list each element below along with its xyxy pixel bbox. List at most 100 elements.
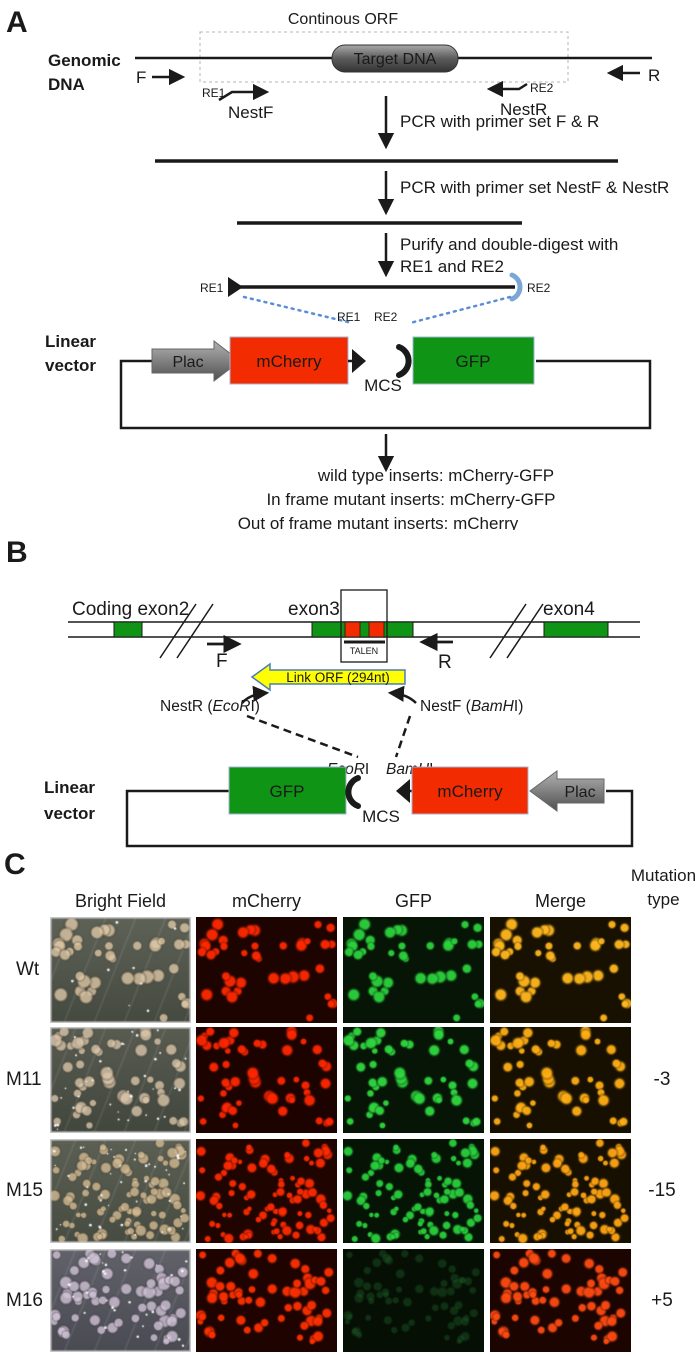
digested-fragment: RE1 RE2 xyxy=(200,272,551,302)
link-orf-label: Link ORF (294nt) xyxy=(286,670,390,685)
mcs-right-arrowhead-b xyxy=(396,779,410,803)
purify-label-2: RE1 and RE2 xyxy=(400,257,504,276)
genomic-dna-label-1: Genomic xyxy=(48,51,121,70)
vector-backbone-outline xyxy=(119,359,652,430)
mcs-label: MCS xyxy=(364,376,402,395)
plac-promoter-arrow: Plac xyxy=(151,339,241,383)
exon3-box xyxy=(311,621,414,638)
result-line-1: wild type inserts: mCherry-GFP xyxy=(317,466,554,485)
microscopy-image-m15-merge xyxy=(490,1139,631,1243)
microscopy-image-m11-merge xyxy=(490,1027,631,1133)
re2-site-label: RE2 xyxy=(530,81,554,95)
plac-label: Plac xyxy=(172,354,203,371)
sample-row-label: M11 xyxy=(6,1069,42,1090)
f-primer-label: F xyxy=(136,68,146,87)
microscopy-image-m15-gfp xyxy=(343,1139,484,1243)
nestf-bent-arrow xyxy=(387,685,417,704)
plac-promoter-arrow-b: Plac xyxy=(529,770,605,812)
break-slash xyxy=(176,603,214,659)
linear-vector-label-1: Linear xyxy=(45,332,96,351)
mcs-re2-label: RE2 xyxy=(374,310,398,324)
mutation-type-header-2: type xyxy=(647,890,680,909)
nestf-primer-arrow xyxy=(218,83,270,102)
microscopy-image-m16-merge xyxy=(490,1249,631,1352)
f-primer-label-b: F xyxy=(216,651,228,672)
genomic-locus-track: Coding exon2 F exon3 TALEN R exon4 xyxy=(68,589,640,673)
exon4-label: exon4 xyxy=(543,599,595,620)
r-primer-label-b: R xyxy=(438,652,452,673)
microscopy-image-m16-mcherry xyxy=(196,1249,337,1352)
coding-exon2-label: Coding exon2 xyxy=(72,599,189,620)
nestf-bamhi-label: NestF (BamHI) xyxy=(420,698,523,715)
column-header-bright-field: Bright Field xyxy=(74,891,167,911)
result-line-2: In frame mutant inserts: mCherry-GFP xyxy=(266,490,555,509)
exon2-box xyxy=(113,621,143,638)
mcherry-label-b: mCherry xyxy=(437,782,503,801)
break-slash xyxy=(159,603,197,659)
target-dna-label: Target DNA xyxy=(354,51,437,68)
talen-label: TALEN xyxy=(350,646,378,656)
column-header-mcherry: mCherry xyxy=(231,891,301,911)
microscopy-image-m15-bf xyxy=(50,1139,191,1243)
nestr-primer-arrow xyxy=(486,80,528,98)
plac-label-b: Plac xyxy=(564,784,595,801)
link-orf-arrow: Link ORF (294nt) xyxy=(250,662,406,692)
target-dna-box: Target DNA xyxy=(331,44,459,73)
continuous-orf-label: Continous ORF xyxy=(288,11,398,28)
fragment-re2-end xyxy=(509,272,523,302)
mutation-type-header-1: Mutation xyxy=(630,866,697,885)
panel-c-label: C xyxy=(4,848,26,881)
nestf-label: NestF xyxy=(228,103,273,122)
mcherry-gene-box: mCherry xyxy=(229,336,349,385)
column-header-merge: Merge xyxy=(534,891,587,911)
ligation-dotted-line-left xyxy=(242,295,354,325)
cloning-dashed-line-right xyxy=(394,715,412,758)
genomic-dna-label-2: DNA xyxy=(48,75,85,94)
mcherry-label: mCherry xyxy=(256,352,322,371)
nestr-bent-arrow xyxy=(241,685,270,704)
microscopy-image-m16-gfp xyxy=(343,1249,484,1352)
sample-row-label: M16 xyxy=(6,1289,43,1311)
mutation-type-value: -3 xyxy=(653,1069,671,1090)
talen-target-site xyxy=(368,621,385,638)
microscopy-image-wt-bf xyxy=(50,917,191,1023)
result-line-3: Out of frame mutant inserts: mCherry xyxy=(238,514,519,530)
microscopy-image-m11-bf xyxy=(50,1027,191,1133)
break-slash xyxy=(489,603,527,659)
talen-region-box xyxy=(340,589,388,663)
purify-label-1: Purify and double-digest with xyxy=(400,235,618,254)
panel-a-diagram: A Continous ORF Genomic DNA Target DNA F… xyxy=(6,6,669,530)
microscopy-image-m11-gfp xyxy=(343,1027,484,1133)
linear-vector-label-b2: vector xyxy=(44,804,95,823)
microscopy-image-wt-gfp xyxy=(343,917,484,1023)
fragment-re2-label: RE2 xyxy=(527,281,551,295)
gfp-gene-box: GFP xyxy=(412,336,535,385)
talen-target-site xyxy=(344,621,361,638)
mutation-type-value: -15 xyxy=(648,1180,676,1201)
nestr-ecori-label: NestR (EcoRI) xyxy=(160,698,260,715)
exon3-label: exon3 xyxy=(288,599,340,620)
vector-backbone-outline-b xyxy=(125,789,634,848)
microscopy-image-wt-mcherry xyxy=(196,917,337,1023)
pcr-step-1-label: PCR with primer set F & R xyxy=(400,112,599,131)
gfp-label: GFP xyxy=(456,352,491,371)
fragment-re1-label: RE1 xyxy=(200,281,224,295)
mcs-left-arrowhead xyxy=(352,349,366,373)
panel-a-label: A xyxy=(6,6,28,39)
panel-b-label: B xyxy=(6,536,28,569)
exon4-box xyxy=(543,621,609,638)
gfp-label-b: GFP xyxy=(270,782,305,801)
cloning-dashed-line-left xyxy=(246,714,359,759)
nestr-label: NestR xyxy=(500,100,547,119)
re1-site-label: RE1 xyxy=(202,86,226,100)
mutation-type-value: +5 xyxy=(651,1289,673,1311)
linear-vector-label-b1: Linear xyxy=(44,778,95,797)
pcr-step-2-label: PCR with primer set NestF & NestR xyxy=(400,178,669,197)
mcs-label-b: MCS xyxy=(362,807,400,826)
mcs-left-crescent-b xyxy=(345,775,361,809)
mcherry-gene-box-b: mCherry xyxy=(411,766,529,815)
panel-b-diagram: B Coding exon2 F exon3 TALEN R exon4 xyxy=(6,536,640,848)
microscopy-image-m16-bf xyxy=(50,1249,191,1352)
gfp-gene-box-b: GFP xyxy=(228,766,347,815)
